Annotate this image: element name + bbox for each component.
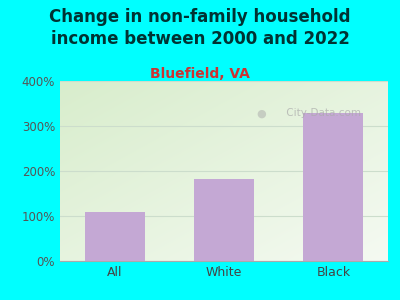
Text: Bluefield, VA: Bluefield, VA: [150, 68, 250, 82]
Bar: [194, 179, 254, 261]
Bar: [85, 212, 145, 261]
Text: City-Data.com: City-Data.com: [283, 108, 361, 118]
Text: Change in non-family household
income between 2000 and 2022: Change in non-family household income be…: [49, 8, 351, 48]
Text: ●: ●: [257, 108, 266, 118]
Bar: [303, 113, 364, 261]
